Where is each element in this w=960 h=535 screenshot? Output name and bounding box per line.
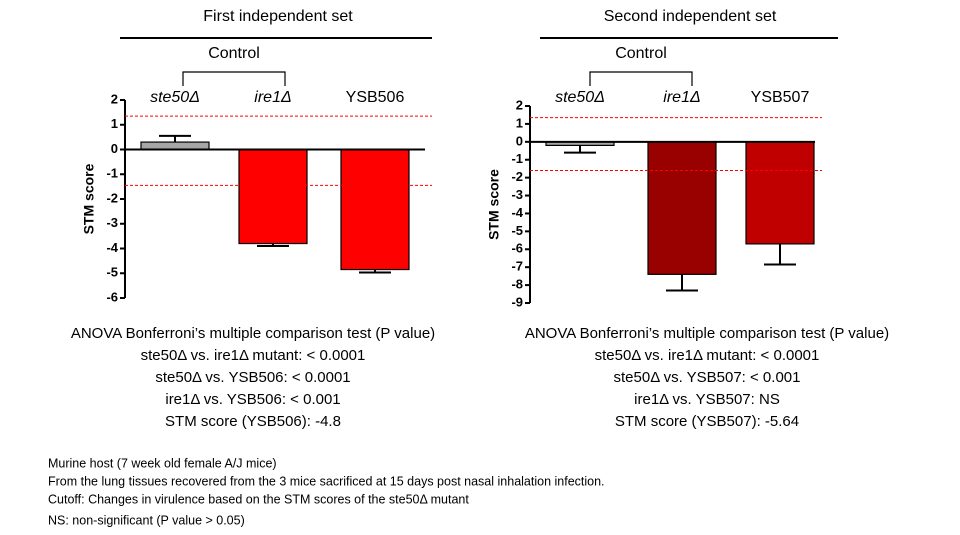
chart-title: Second independent set [604,8,777,25]
y-axis-label: STM score [486,169,502,240]
x-category-label: ire1Δ [663,89,700,106]
y-tick-label: -7 [511,259,523,274]
bar [140,141,210,151]
bar [340,148,410,271]
error-bar [159,134,191,143]
y-tick-label: -3 [106,215,118,230]
footnote: Cutoff: Changes in virulence based on th… [48,492,469,506]
stats-annotation: ANOVA Bonferroni’s multiple comparison t… [71,325,435,342]
footnote: NS: non-significant (P value > 0.05) [48,513,245,527]
footnote: Murine host (7 week old female A/J mice) [48,456,277,470]
y-tick-label: 0 [516,133,523,148]
y-tick-label: -4 [106,240,118,255]
y-tick-label: -8 [511,277,523,292]
error-bar [764,243,796,266]
y-tick-label: -3 [511,187,523,202]
y-tick-label: -6 [106,289,118,304]
error-bar [666,274,698,292]
y-tick-label: -6 [511,241,523,256]
bar [238,148,308,245]
bar [647,141,717,275]
y-tick-label: 0 [111,141,118,156]
y-tick-label: -1 [511,151,523,166]
stats-annotation: ANOVA Bonferroni’s multiple comparison t… [525,325,889,342]
chart-title: First independent set [203,8,353,25]
y-tick-label: 1 [111,116,118,131]
y-tick-label: -2 [511,169,523,184]
error-bar [564,145,596,154]
y-tick-label: 2 [516,97,523,112]
y-tick-label: -5 [511,223,523,238]
bar [745,141,815,245]
x-category-label: YSB507 [751,89,810,106]
group-bracket [589,71,693,86]
y-tick-label: -1 [106,166,118,181]
footnote: From the lung tissues recovered from the… [48,474,605,488]
x-category-label: ire1Δ [254,89,291,106]
y-tick-label: -5 [106,265,118,280]
x-category-label: YSB506 [346,89,405,106]
stats-annotation: ste50Δ vs. YSB507: < 0.001 [614,369,801,386]
stats-annotation: STM score (YSB506): -4.8 [165,413,341,430]
y-tick-label: -4 [511,205,523,220]
x-category-label: ste50Δ [150,89,200,106]
stats-annotation: ire1Δ vs. YSB507: NS [634,391,780,408]
stats-annotation: ste50Δ vs. ire1Δ mutant: < 0.0001 [595,347,820,364]
stats-annotation: ire1Δ vs. YSB506: < 0.001 [165,391,340,408]
error-bar [359,269,391,274]
stats-annotation: ste50Δ vs. ire1Δ mutant: < 0.0001 [141,347,366,364]
y-tick-label: 1 [516,115,523,130]
group-bracket [182,71,286,86]
y-axis-label: STM score [81,163,97,234]
y-tick-label: -2 [106,190,118,205]
y-tick-label: 2 [111,91,118,106]
stats-annotation: ste50Δ vs. YSB506: < 0.0001 [155,369,350,386]
group-label: Control [615,45,667,62]
stats-annotation: STM score (YSB507): -5.64 [615,413,799,430]
x-category-label: ste50Δ [555,89,605,106]
error-bar [257,243,289,248]
y-tick-label: -9 [511,294,523,309]
group-label: Control [208,45,260,62]
